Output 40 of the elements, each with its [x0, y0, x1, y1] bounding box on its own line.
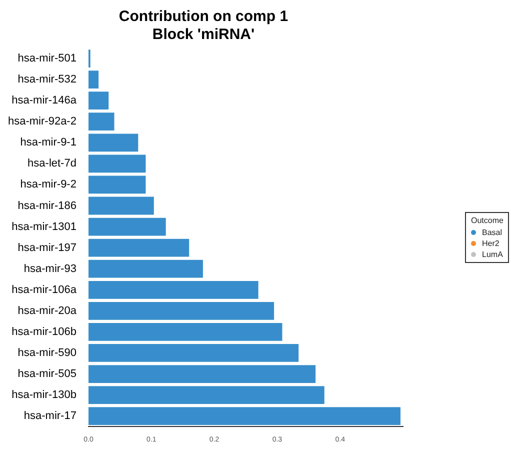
- y-tick-label: hsa-mir-532: [18, 74, 76, 86]
- bar: [88, 92, 109, 110]
- y-tick-label: hsa-mir-505: [18, 368, 76, 380]
- legend-label: Basal: [481, 226, 504, 238]
- chart-title: Contribution on comp 1 Block 'miRNA': [118, 8, 288, 44]
- y-tick-label: hsa-mir-9-1: [20, 136, 76, 149]
- bar: [88, 238, 190, 257]
- y-tick-label: hsa-mir-146a: [12, 94, 78, 107]
- bar: [88, 260, 203, 278]
- bar: [88, 365, 316, 383]
- bar: [88, 70, 99, 88]
- y-tick-label: hsa-mir-1301: [12, 220, 76, 233]
- bar: [88, 134, 138, 152]
- bar: [88, 112, 114, 131]
- y-tick-label: hsa-mir-197: [18, 242, 76, 254]
- bar: [88, 176, 146, 194]
- bar: [88, 386, 324, 404]
- bar: [88, 302, 274, 320]
- y-tick-label: hsa-mir-186: [18, 200, 76, 212]
- y-tick-label: hsa-mir-17: [24, 410, 76, 422]
- y-tick-label: hsa-mir-590: [18, 347, 76, 360]
- y-tick-label: hsa-mir-106a: [12, 284, 78, 296]
- bar: [88, 218, 166, 236]
- y-tick-label: hsa-mir-106b: [12, 326, 76, 338]
- y-tick-label: hsa-mir-20a: [18, 304, 78, 317]
- bar: [88, 344, 299, 362]
- bar: [88, 323, 282, 341]
- legend-label: LumA: [481, 248, 504, 260]
- bar: [88, 407, 400, 426]
- bar: [88, 280, 258, 299]
- legend-label: Her2: [481, 238, 500, 249]
- bar: [88, 196, 154, 215]
- y-tick-label: hsa-mir-92a-2: [8, 116, 76, 128]
- legend-title: Outcome: [471, 214, 504, 226]
- y-tick-label: hsa-mir-501: [18, 52, 76, 65]
- y-tick-label: hsa-let-7d: [28, 158, 76, 170]
- y-tick-label: hsa-mir-9-2: [20, 178, 76, 191]
- bar: [88, 154, 146, 173]
- y-tick-label: hsa-mir-93: [24, 262, 76, 275]
- y-tick-label: hsa-mir-130b: [12, 389, 76, 402]
